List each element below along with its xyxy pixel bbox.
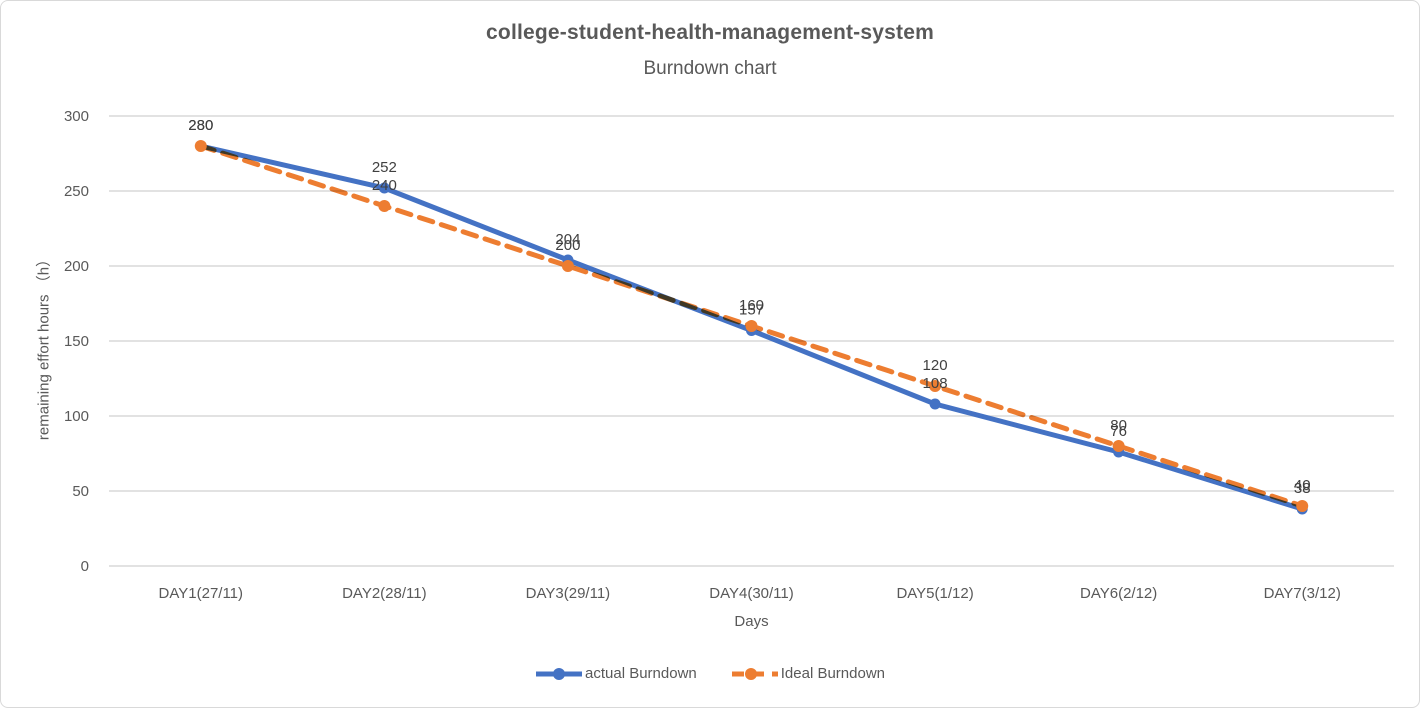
actual-burndown-marker: [378, 182, 390, 194]
legend-label-ideal: Ideal Burndown: [780, 665, 885, 682]
y-tick-label: 100: [64, 408, 89, 425]
x-category-label: DAY2(28/11): [342, 585, 427, 602]
ideal-burndown-data-label: 80: [1110, 417, 1127, 434]
ideal-burndown-data-label: 40: [1294, 477, 1311, 494]
actual-burndown-data-label: 280: [188, 117, 213, 134]
actual-burndown-marker: [929, 398, 941, 410]
legend-item-ideal: Ideal Burndown: [731, 665, 885, 682]
legend: actual Burndown Ideal Burndown: [1, 665, 1419, 682]
legend-label-actual: actual Burndown: [585, 665, 697, 682]
ideal-burndown-data-label: 120: [923, 357, 948, 374]
ideal-series-swatch-icon: [731, 667, 778, 680]
x-category-label: DAY6(2/12): [1080, 585, 1157, 602]
ideal-burndown-marker: [561, 260, 574, 272]
ideal-burndown-marker: [745, 320, 758, 332]
actual-burndown-data-label: 252: [372, 159, 397, 176]
y-tick-label: 250: [64, 183, 89, 200]
y-axis-title: remaining effort hours （h）: [35, 251, 53, 441]
ideal-burndown-data-label: 200: [555, 237, 580, 254]
actual-burndown-data-label: 108: [923, 375, 948, 392]
y-tick-label: 200: [64, 258, 89, 275]
x-category-label: DAY3(29/11): [526, 585, 611, 602]
legend-item-actual: actual Burndown: [535, 665, 697, 682]
y-tick-label: 0: [81, 558, 89, 575]
actual-burndown-data-label: 204: [555, 231, 580, 248]
actual-burndown-data-label: 157: [739, 302, 764, 319]
x-category-label: DAY5(1/12): [896, 585, 973, 602]
ideal-burndown-marker: [929, 380, 942, 392]
ideal-burndown-marker: [378, 200, 391, 212]
y-tick-label: 150: [64, 333, 89, 350]
x-category-label: DAY4(30/11): [709, 585, 794, 602]
chart-title: college-student-health-management-system: [486, 21, 934, 44]
ideal-burndown-marker: [1112, 440, 1125, 452]
x-category-label: DAY7(3/12): [1264, 585, 1341, 602]
actual-burndown-data-label: 76: [1110, 423, 1127, 440]
x-category-label: DAY1(27/11): [159, 585, 244, 602]
ideal-burndown-marker: [194, 140, 207, 152]
ideal-burndown-data-label: 280: [188, 117, 213, 134]
actual-burndown-data-label: 38: [1294, 480, 1311, 497]
ideal-burndown-data-label: 240: [372, 177, 397, 194]
y-tick-label: 50: [72, 483, 89, 500]
chart-subtitle: Burndown chart: [643, 58, 777, 79]
ideal-burndown-marker: [1296, 500, 1309, 512]
actual-series-swatch-icon: [536, 667, 582, 680]
y-tick-label: 300: [64, 108, 89, 125]
x-axis-title: Days: [734, 613, 769, 630]
ideal-burndown-data-label: 160: [739, 297, 764, 314]
